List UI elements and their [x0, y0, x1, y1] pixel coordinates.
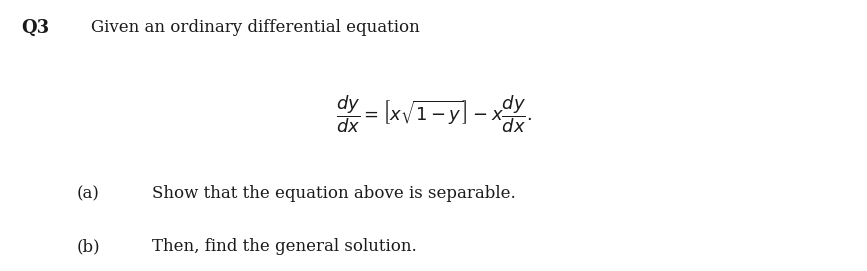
Text: (b): (b) [76, 238, 100, 255]
Text: (a): (a) [76, 185, 99, 202]
Text: Q3: Q3 [22, 19, 49, 37]
Text: $\dfrac{dy}{dx} = \left[x\sqrt{1-y}\right] - x\dfrac{dy}{dx}.$: $\dfrac{dy}{dx} = \left[x\sqrt{1-y}\righ… [336, 93, 531, 135]
Text: Show that the equation above is separable.: Show that the equation above is separabl… [152, 185, 516, 202]
Text: Given an ordinary differential equation: Given an ordinary differential equation [91, 19, 420, 36]
Text: Then, find the general solution.: Then, find the general solution. [152, 238, 416, 255]
